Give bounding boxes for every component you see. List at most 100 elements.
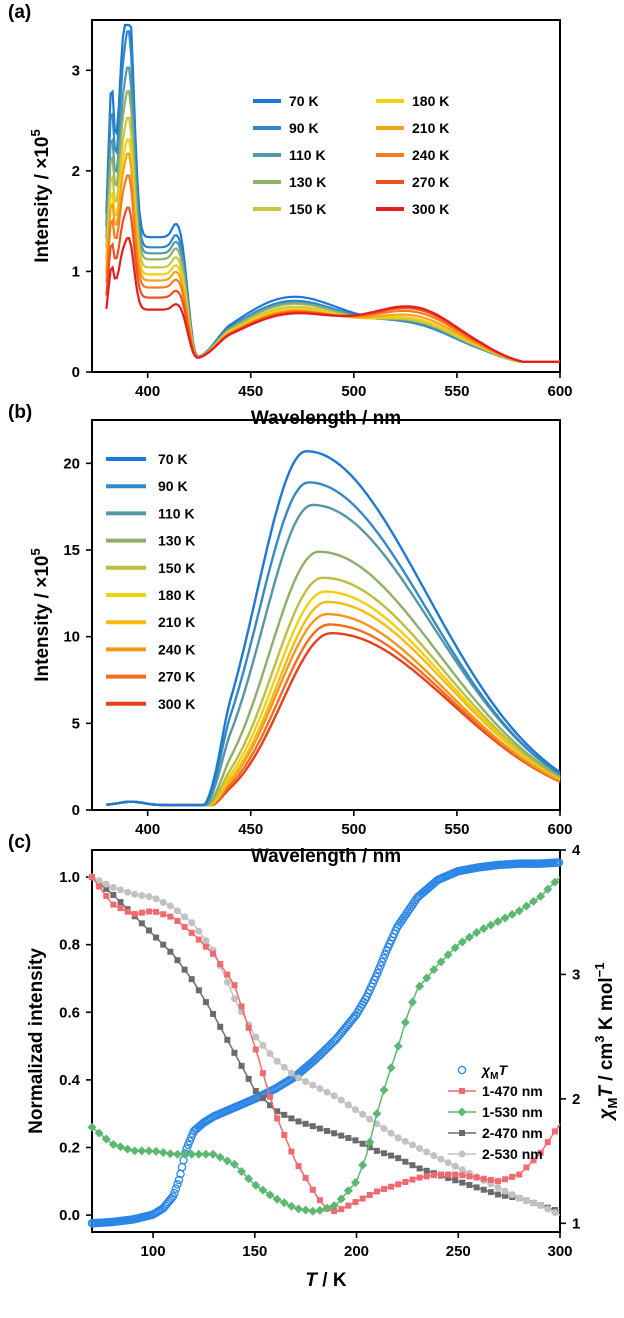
data-point [358, 1160, 368, 1170]
data-point [166, 902, 174, 910]
data-point [387, 1129, 395, 1137]
data-point [181, 923, 188, 930]
data-point [480, 1175, 487, 1182]
data-point [101, 1134, 111, 1144]
plot-frame [91, 419, 561, 811]
data-point [279, 1198, 289, 1208]
x-tick-label: 400 [135, 821, 160, 838]
data-point [94, 1128, 104, 1138]
data-point [217, 960, 224, 967]
data-point [457, 937, 467, 947]
panel-c: 100 150 200 250 300 0.0 0.2 0.4 0.6 0.8 1.0 (c) 1 2 3 4… [8, 832, 620, 1291]
data-point [374, 965, 384, 974]
data-point [116, 886, 124, 894]
data-point [415, 981, 425, 991]
data-point [245, 1075, 252, 1082]
x-tick-label: 100 [141, 1243, 166, 1260]
plot-frame [91, 19, 561, 373]
legend-label: 150 K [289, 201, 326, 217]
panel-b: 400 450 500 550 600 0 5 10 15 20 (b) Wavelength / n… [8, 402, 573, 867]
data-point [379, 954, 388, 963]
data-point [137, 1146, 147, 1156]
data-point [373, 1188, 380, 1195]
data-point [151, 1146, 161, 1156]
data-point [458, 1150, 466, 1158]
data-point [352, 1199, 359, 1206]
data-point [473, 1184, 480, 1191]
y2-axis-title-part: 3 [592, 1035, 607, 1042]
data-point [445, 1174, 452, 1181]
data-point [530, 1157, 537, 1164]
data-point [259, 1095, 266, 1102]
data-point [180, 1149, 190, 1159]
data-point [295, 1163, 302, 1170]
series-2470nm [89, 874, 561, 1214]
data-point [202, 999, 209, 1006]
panel-label: (b) [8, 402, 32, 423]
legend-label: 110 K [289, 147, 326, 163]
y-axis-title-sup: 5 [28, 548, 43, 555]
data-point [195, 936, 202, 943]
data-point [316, 1197, 323, 1204]
data-point [172, 1149, 182, 1159]
data-point [544, 1205, 552, 1213]
data-point [550, 877, 560, 887]
data-point [543, 884, 553, 894]
data-point [252, 1088, 259, 1095]
data-point [509, 1173, 516, 1180]
legend-label: 240 K [158, 641, 195, 657]
legend-label: 130 K [289, 174, 326, 190]
data-point [459, 1130, 465, 1136]
series-line [105, 174, 560, 363]
data-point [379, 1085, 389, 1095]
data-point [338, 1132, 345, 1139]
data-point [359, 1195, 366, 1202]
data-point [516, 1171, 523, 1178]
legend: 70 K 90 K 110 K 130 K 150 K 180 K 210 K 240 K 27… [253, 93, 449, 217]
data-point [273, 1057, 281, 1065]
data-point [281, 1131, 288, 1138]
data-point [466, 1182, 473, 1189]
legend-label: 110 K [158, 505, 195, 521]
data-point [430, 1172, 437, 1179]
x-tick-label: 550 [444, 821, 469, 838]
data-point [138, 891, 146, 899]
x-tick-label: 600 [547, 821, 572, 838]
data-point [437, 1155, 445, 1163]
data-point [554, 858, 564, 867]
legend-label: 2-530 nm [482, 1146, 543, 1162]
data-point [238, 1062, 245, 1069]
series-line [105, 66, 560, 363]
data-point [322, 1203, 332, 1213]
data-point [222, 1156, 232, 1166]
series-mt [87, 858, 564, 1228]
x-tick-label: 150 [242, 1243, 267, 1260]
legend-label: 90 K [289, 120, 319, 136]
data-point [352, 1137, 359, 1144]
data-point [430, 1152, 438, 1160]
data-point [165, 1149, 175, 1159]
data-point [167, 913, 174, 920]
data-point [302, 1078, 310, 1086]
legend-label: 270 K [412, 174, 449, 190]
y2-tick-label: 2 [572, 1091, 580, 1108]
x-axis-title-unit: / K [317, 1270, 347, 1291]
data-point [452, 1171, 459, 1178]
data-point [429, 965, 439, 975]
legend-label: 210 K [158, 614, 195, 630]
data-point [316, 1125, 323, 1132]
legend-label: 70 K [289, 93, 319, 109]
data-point [188, 929, 195, 936]
data-point [103, 885, 110, 892]
data-point [359, 1140, 366, 1147]
series-1530nm [87, 876, 561, 1216]
data-point [267, 1093, 274, 1100]
legend-label: 2-470 nm [482, 1125, 543, 1141]
data-point [316, 1085, 324, 1093]
y-axis-title: Normalizad intensity [26, 948, 47, 1134]
x-tick-label: 500 [341, 821, 366, 838]
x-axis-title-var: T [305, 1270, 318, 1291]
data-point [238, 1003, 245, 1010]
y-tick-label: 0.4 [59, 1072, 81, 1089]
y-tick-label: 20 [63, 455, 80, 472]
